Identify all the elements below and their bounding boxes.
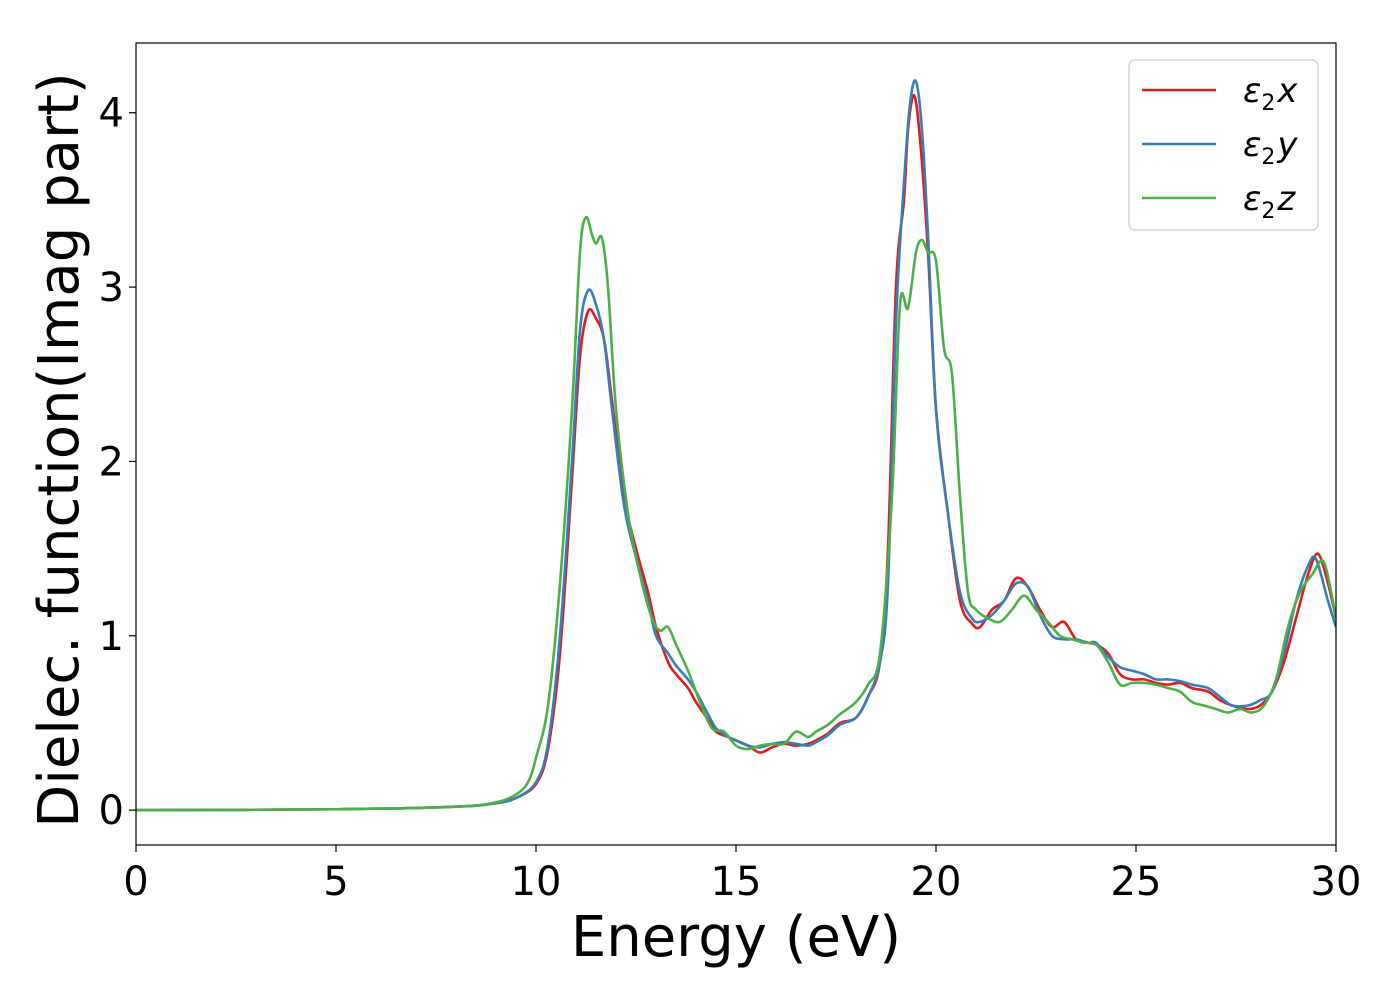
- y-tick-label: 1: [99, 614, 124, 660]
- x-tick-label: 30: [1311, 859, 1362, 905]
- y-tick-label: 2: [99, 439, 124, 485]
- y-axis: 0 1 2 3 4: [99, 91, 136, 834]
- legend-label-y: ε2y: [1243, 125, 1298, 170]
- x-tick-label: 25: [1111, 859, 1162, 905]
- legend-label-x: ε2x: [1243, 71, 1298, 116]
- y-axis-label: Dielec. function(Imag part): [27, 72, 92, 828]
- plot-lines: [136, 79, 1336, 812]
- y-tick-label: 0: [99, 788, 124, 834]
- x-tick-label: 15: [711, 859, 762, 905]
- legend-box: [1128, 59, 1319, 231]
- x-axis: 0 5 10 15 20 25 30: [123, 845, 1361, 905]
- y-tick-label: 4: [99, 91, 124, 137]
- x-tick-label: 10: [511, 859, 562, 905]
- series-line-y: [136, 79, 1336, 812]
- x-axis-label: Energy (eV): [571, 905, 901, 970]
- series-line-z: [136, 215, 1336, 812]
- x-tick-label: 0: [123, 859, 148, 905]
- y-tick-label: 3: [99, 265, 124, 311]
- legend: ε2x ε2y ε2z: [1128, 59, 1319, 231]
- x-tick-label: 20: [911, 859, 962, 905]
- legend-label-z: ε2z: [1243, 179, 1296, 224]
- x-tick-label: 5: [323, 859, 348, 905]
